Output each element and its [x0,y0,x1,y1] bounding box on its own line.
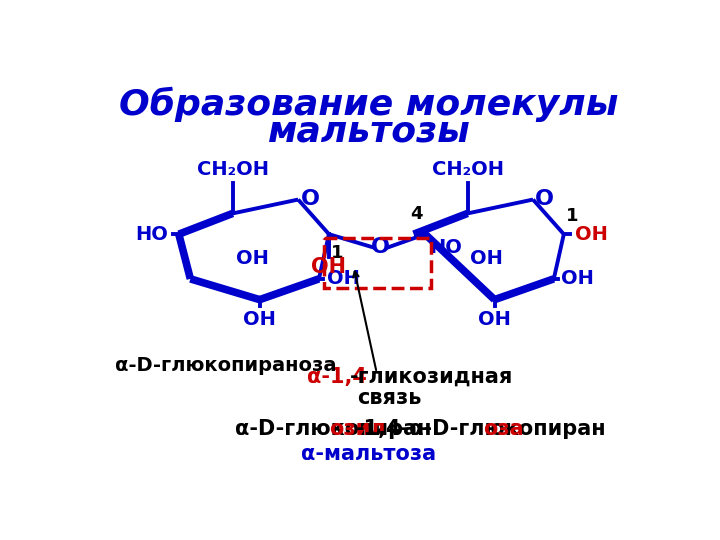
Text: α-1,4: α-1,4 [307,367,367,387]
Text: OH: OH [575,225,608,244]
Text: OH: OH [562,269,595,288]
Text: OH: OH [243,309,276,329]
Text: α-мальтоза: α-мальтоза [302,444,436,464]
Text: оза: оза [483,419,523,439]
Text: OH: OH [327,269,359,288]
Text: 1: 1 [331,244,343,262]
Text: O: O [300,189,320,209]
Text: CH₂OH: CH₂OH [197,160,269,179]
Text: OH: OH [470,249,503,268]
Text: OH: OH [478,309,511,329]
Text: 4: 4 [410,205,423,222]
Bar [324,238,431,288]
Text: OH: OH [235,249,269,268]
Text: HO: HO [429,238,462,257]
Text: HO: HO [135,225,168,244]
Text: озил: озил [329,419,385,439]
Text: OH: OH [312,256,346,276]
Text: α-D-глюкопираноза: α-D-глюкопираноза [115,356,336,375]
Text: α-D-глюкопиран: α-D-глюкопиран [235,419,431,439]
Text: связь: связь [357,388,422,408]
Text: -1,4-α-D-глюкопиран: -1,4-α-D-глюкопиран [356,419,606,439]
Text: CH₂OH: CH₂OH [431,160,503,179]
Text: O: O [535,189,554,209]
Text: 1: 1 [566,207,579,225]
Text: Образование молекулы: Образование молекулы [120,86,618,122]
Text: -гликозидная: -гликозидная [350,367,513,387]
Text: мальтозы: мальтозы [268,115,470,149]
Text: O: O [371,237,390,257]
